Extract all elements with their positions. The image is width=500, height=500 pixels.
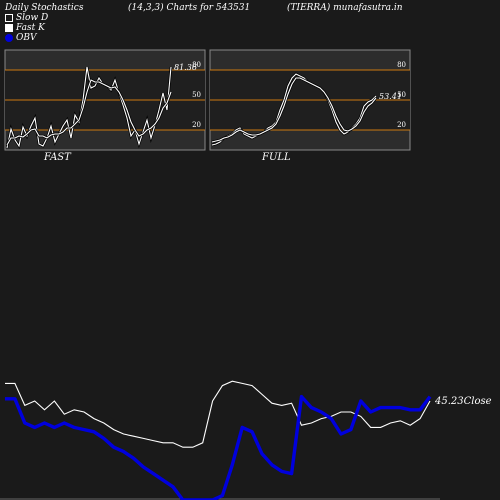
legend-slow-d: Slow D [5, 13, 48, 23]
chart-title: Daily Stochastics [5, 3, 84, 13]
fast-k-line [6, 66, 172, 149]
legend: Slow D Fast K OBV [5, 13, 48, 43]
slow-d-line [211, 77, 377, 143]
obv-line [5, 394, 432, 500]
legend-fast-k-label: Fast K [16, 23, 45, 33]
obv-swatch [5, 34, 13, 42]
slow-d-line [6, 79, 172, 146]
fast-k-swatch [5, 24, 13, 32]
full-panel-title: FULL [262, 152, 291, 163]
slow-d-swatch [5, 14, 13, 22]
chart-params: (14,3,3) Charts for 543531 [128, 3, 251, 13]
level-label-50: 50 [192, 91, 201, 99]
legend-slow-d-label: Slow D [16, 13, 49, 23]
level-label-20: 20 [397, 121, 406, 129]
close-line [5, 380, 431, 448]
legend-fast-k: Fast K [5, 23, 48, 33]
legend-obv: OBV [5, 33, 48, 43]
level-label-80: 80 [192, 61, 201, 69]
chart-symbol: (TIERRA) munafasutra.in [287, 3, 403, 13]
level-label-20: 20 [192, 121, 201, 129]
level-label-80: 80 [397, 61, 406, 69]
last-value-label: 53.41 [379, 92, 402, 101]
close-value-label: 45.23Close [434, 396, 492, 407]
level-label-50: 50 [397, 91, 406, 99]
last-value-label: 81.36 [174, 63, 197, 72]
legend-obv-label: OBV [16, 33, 37, 43]
fast-panel-title: FAST [44, 152, 71, 163]
